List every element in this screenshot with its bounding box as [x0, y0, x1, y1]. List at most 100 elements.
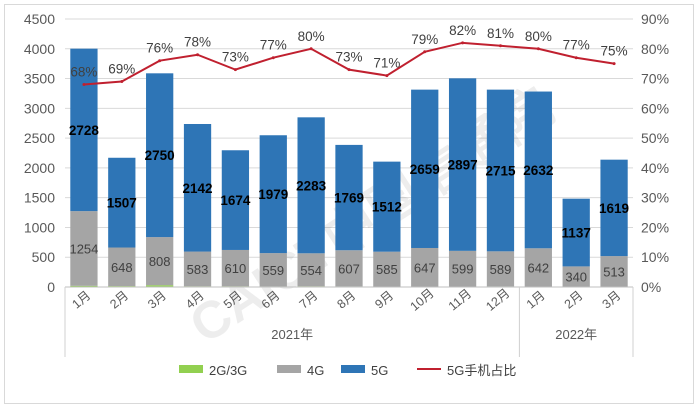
ratio-point	[271, 56, 275, 60]
bar-4g	[562, 266, 590, 287]
ratio-point	[461, 41, 465, 45]
ratio-data-label: 73%	[222, 50, 249, 65]
bar-5g-data-label: 1137	[562, 226, 591, 241]
ratio-point	[120, 80, 124, 84]
ratio-data-label: 77%	[563, 38, 590, 53]
ratio-point	[574, 56, 578, 60]
bar-4g	[524, 248, 552, 287]
ratio-point	[612, 62, 616, 66]
x-tick-label: 10月	[408, 286, 437, 314]
bar-5g	[183, 123, 212, 252]
bar-4g-data-label: 610	[225, 261, 247, 276]
bar-5g	[259, 135, 287, 254]
ratio-point	[385, 74, 389, 78]
bar-4g-data-label: 1254	[69, 241, 98, 256]
ratio-data-label: 81%	[487, 26, 514, 41]
bar-2g3g	[146, 285, 174, 287]
y-left-tick-label: 500	[32, 249, 56, 265]
bar-5g	[146, 73, 174, 238]
y-right-tick-label: 20%	[641, 219, 669, 235]
x-tick-label: 11月	[446, 286, 475, 313]
y-right-tick-label: 50%	[641, 130, 669, 146]
bar-4g	[108, 247, 136, 287]
bar-4g-data-label: 583	[187, 262, 209, 277]
bar-4g-data-label: 589	[490, 262, 512, 277]
y-left-tick-label: 3500	[24, 71, 55, 87]
bar-4g	[297, 253, 325, 287]
bar-4g	[448, 250, 477, 287]
ratio-data-label: 82%	[449, 23, 476, 38]
bar-4g-data-label: 513	[603, 264, 625, 279]
bar-5g	[70, 48, 98, 212]
x-tick-label: 12月	[483, 286, 512, 314]
x-tick-label: 3月	[600, 288, 624, 311]
bar-4g	[183, 251, 212, 287]
y-right-tick-label: 80%	[641, 41, 669, 57]
ratio-point	[196, 53, 200, 57]
y-right-tick-label: 0%	[641, 279, 661, 295]
ratio-data-label: 79%	[411, 32, 438, 47]
x-tick-label: 1月	[69, 288, 93, 311]
ratio-point	[158, 59, 162, 63]
y-left-tick-label: 1000	[24, 219, 55, 235]
x-tick-label: 3月	[145, 288, 169, 311]
bar-5g	[373, 161, 401, 252]
data-labels: 68% 69% 76% 78% 73% 77% 80% 73% 71% 79% 82% 81% 80% 7…	[69, 23, 629, 285]
bar-5g	[600, 159, 628, 257]
bar-4g-data-label: 554	[300, 263, 322, 278]
bar-5g	[108, 157, 136, 248]
bar-4g-data-label: 340	[565, 270, 587, 285]
y-right-tick-label: 30%	[641, 190, 669, 206]
bar-5g-data-label: 1674	[220, 193, 251, 208]
bar-5g	[221, 150, 250, 250]
bar-5g	[335, 144, 363, 251]
legend-label: 5G手机占比	[447, 363, 516, 378]
x-tick-label: 9月	[372, 288, 396, 311]
ratio-data-label: 80%	[525, 29, 552, 44]
ratio-data-label: 69%	[108, 62, 135, 77]
year-group-label: 2021年	[271, 327, 313, 342]
bar-5g	[411, 89, 439, 248]
x-tick-label: 2月	[107, 288, 131, 311]
bar-4g	[411, 247, 439, 287]
bar-5g-data-label: 1979	[258, 187, 288, 202]
bar-4g-data-label: 607	[338, 261, 360, 276]
year-group-label: 2022年	[555, 327, 597, 342]
bar-5g-data-label: 2659	[410, 162, 440, 177]
bar-5g-data-label: 2142	[183, 181, 213, 196]
ratio-data-label: 78%	[184, 35, 211, 50]
bar-4g	[146, 237, 174, 286]
ratio-data-label: 80%	[298, 29, 325, 44]
y-left-tick-label: 3000	[24, 100, 55, 116]
ratio-data-label: 75%	[601, 44, 628, 59]
ratio-point	[309, 47, 313, 51]
ratio-data-label: 77%	[260, 38, 287, 53]
bar-5g-data-label: 1769	[334, 191, 364, 206]
bar-4g-data-label: 599	[452, 262, 474, 277]
y-right-tick-label: 40%	[641, 160, 669, 176]
bar-5g-data-label: 1507	[107, 196, 137, 211]
ratio-data-label: 71%	[373, 56, 400, 71]
bar-5g-data-label: 2750	[145, 148, 175, 163]
bar-4g	[259, 253, 287, 287]
ratio-data-label: 76%	[146, 41, 173, 56]
bar-5g-data-label: 2728	[69, 123, 100, 138]
y-right-tick-label: 70%	[641, 71, 669, 87]
bar-5g	[562, 198, 590, 267]
legend-swatch	[179, 365, 203, 373]
ratio-point	[82, 83, 86, 87]
bar-5g-data-label: 2715	[485, 163, 516, 178]
ratio-point	[233, 68, 237, 72]
y-left-tick-label: 4000	[24, 41, 55, 57]
legend-label: 2G/3G	[209, 363, 247, 378]
ratio-line	[82, 41, 616, 87]
y-left-tick-label: 0	[47, 279, 55, 295]
ratio-point	[498, 44, 502, 48]
y-right-tick-label: 90%	[641, 11, 669, 27]
x-tick-label: 8月	[334, 288, 358, 311]
bar-4g-data-label: 648	[111, 260, 133, 275]
bar-4g-data-label: 585	[376, 262, 398, 277]
ratio-point	[347, 68, 351, 72]
legend: 2G/3G 4G 5G 5G手机占比	[179, 363, 516, 378]
bar-5g	[486, 89, 515, 252]
